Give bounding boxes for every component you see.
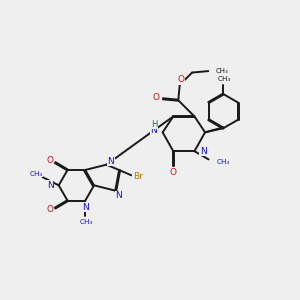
Text: N: N [47, 181, 53, 190]
Text: CH₃: CH₃ [217, 76, 231, 82]
Text: N: N [107, 157, 114, 166]
Text: Br: Br [133, 172, 143, 181]
Text: N: N [82, 203, 88, 212]
Text: CH₃: CH₃ [29, 171, 43, 177]
Text: O: O [170, 168, 177, 177]
Text: N: N [151, 126, 158, 135]
Text: CH₃: CH₃ [217, 159, 230, 165]
Text: H: H [151, 120, 157, 129]
Text: N: N [200, 147, 206, 156]
Text: CH₃: CH₃ [80, 220, 93, 226]
Text: O: O [178, 75, 185, 84]
Text: N: N [116, 191, 122, 200]
Text: O: O [46, 205, 53, 214]
Text: CH₃: CH₃ [216, 68, 228, 74]
Text: O: O [153, 93, 160, 102]
Text: O: O [46, 156, 53, 165]
